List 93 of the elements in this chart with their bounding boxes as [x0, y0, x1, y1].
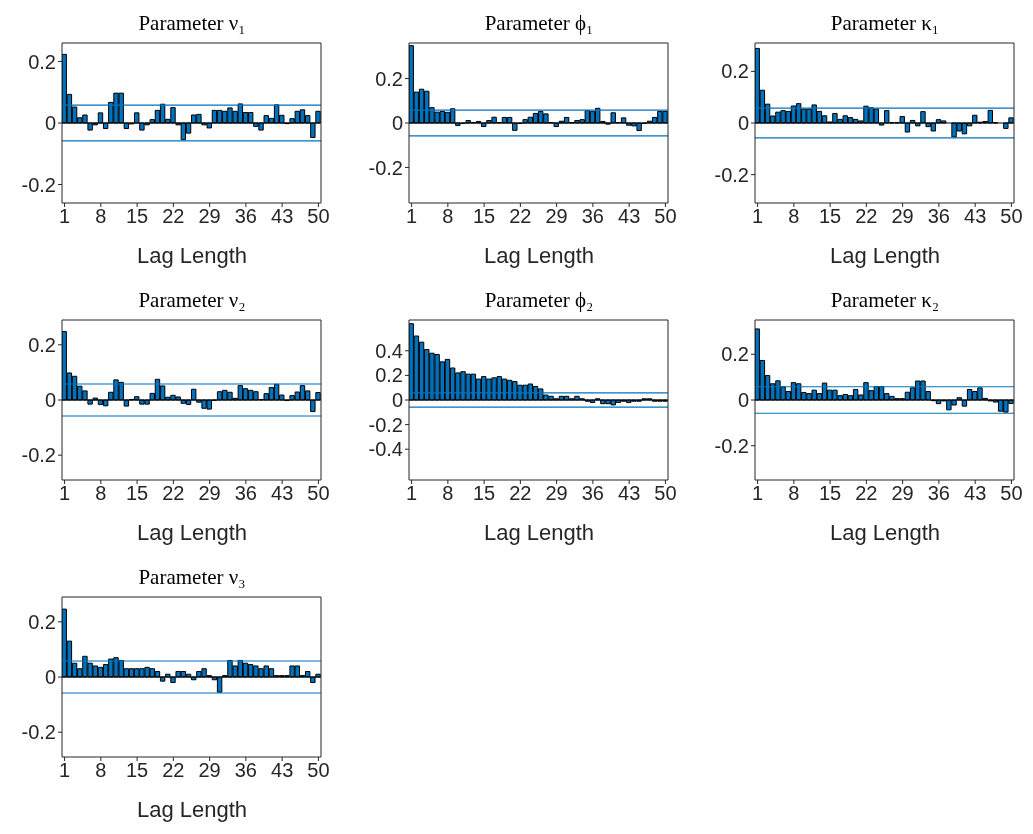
x-tick-label: 1 — [406, 205, 418, 228]
x-axis-title: Lag Length — [482, 242, 596, 269]
x-tick-label: 50 — [307, 205, 330, 228]
y-tick-label: 0 — [44, 666, 56, 689]
x-tick-label: 36 — [234, 482, 258, 505]
y-tick-label: 0 — [391, 389, 403, 412]
y-tick-label: 0.2 — [375, 67, 403, 90]
x-tick-label: 8 — [442, 205, 454, 228]
y-tick-label: -0.2 — [368, 413, 403, 436]
x-tick-label: 15 — [125, 205, 149, 228]
x-tick-label: 43 — [964, 205, 987, 228]
y-tick-label: 0.4 — [375, 339, 403, 362]
y-tick-label: -0.2 — [714, 434, 749, 457]
x-tick-label: 29 — [545, 482, 568, 505]
x-tick-label: 8 — [442, 482, 454, 505]
y-tick-label: 0.2 — [721, 60, 749, 83]
x-tick-label: 29 — [545, 205, 568, 228]
x-axis-title: Lag Length — [135, 796, 249, 823]
x-tick-label: 1 — [752, 205, 764, 228]
y-tick-label: -0.2 — [21, 444, 56, 467]
x-tick-label: 29 — [891, 482, 914, 505]
x-tick-label: 22 — [162, 482, 185, 505]
x-tick-label: 22 — [509, 482, 532, 505]
y-tick-label: 0 — [737, 389, 749, 412]
x-axis-title: Lag Length — [482, 519, 596, 546]
x-tick-label: 8 — [95, 759, 107, 782]
x-axis-title: Lag Length — [828, 519, 942, 546]
x-tick-label: 15 — [125, 759, 149, 782]
x-tick-label: 1 — [752, 482, 764, 505]
x-tick-label: 15 — [472, 205, 496, 228]
y-tick-label: 0 — [391, 112, 403, 135]
x-tick-label: 8 — [95, 205, 107, 228]
x-tick-label: 36 — [234, 205, 258, 228]
x-tick-label: 22 — [162, 205, 185, 228]
x-tick-label: 29 — [891, 205, 914, 228]
x-tick-label: 8 — [95, 482, 107, 505]
x-tick-label: 8 — [788, 205, 800, 228]
y-tick-label: 0.2 — [28, 610, 56, 633]
y-tick-label: -0.2 — [368, 156, 403, 179]
x-tick-label: 50 — [654, 205, 677, 228]
x-tick-label: 50 — [307, 759, 330, 782]
y-tick-label: -0.4 — [368, 438, 403, 461]
x-tick-label: 36 — [581, 482, 605, 505]
x-tick-label: 36 — [581, 205, 605, 228]
x-tick-label: 43 — [964, 482, 987, 505]
x-tick-label: 50 — [1000, 482, 1023, 505]
x-tick-label: 43 — [271, 759, 294, 782]
x-tick-label: 43 — [618, 482, 641, 505]
x-tick-label: 50 — [1000, 205, 1023, 228]
x-tick-label: 1 — [59, 205, 71, 228]
y-tick-label: 0.2 — [375, 364, 403, 387]
x-tick-label: 29 — [198, 205, 221, 228]
y-tick-label: 0.2 — [721, 343, 749, 366]
x-tick-label: 29 — [198, 759, 221, 782]
y-tick-label: 0.2 — [28, 50, 56, 73]
x-tick-label: 22 — [162, 759, 185, 782]
x-axis-title: Lag Length — [828, 242, 942, 269]
y-tick-label: 0 — [44, 112, 56, 135]
x-tick-label: 29 — [198, 482, 221, 505]
y-tick-label: 0.2 — [28, 333, 56, 356]
chart-title: Parameter ν₂ — [137, 287, 247, 314]
x-tick-label: 36 — [234, 759, 258, 782]
x-tick-label: 36 — [927, 482, 951, 505]
y-tick-label: 0 — [737, 112, 749, 135]
chart-title: Parameter ν₃ — [137, 564, 247, 591]
y-tick-label: 0 — [44, 389, 56, 412]
x-tick-label: 15 — [472, 482, 496, 505]
chart-title: Parameter ν₁ — [137, 10, 247, 37]
x-tick-label: 43 — [271, 205, 294, 228]
chart-title: Parameter κ₁ — [829, 10, 941, 37]
x-tick-label: 8 — [788, 482, 800, 505]
chart-title: Parameter κ₂ — [829, 287, 941, 314]
x-tick-label: 22 — [855, 482, 878, 505]
x-tick-label: 15 — [818, 482, 842, 505]
x-tick-label: 15 — [125, 482, 149, 505]
y-tick-label: -0.2 — [21, 721, 56, 744]
x-tick-label: 50 — [307, 482, 330, 505]
x-tick-label: 15 — [818, 205, 842, 228]
x-tick-label: 43 — [618, 205, 641, 228]
x-tick-label: 36 — [927, 205, 951, 228]
x-tick-label: 50 — [654, 482, 677, 505]
y-tick-label: -0.2 — [714, 163, 749, 186]
x-tick-label: 1 — [59, 482, 71, 505]
x-axis-title: Lag Length — [135, 519, 249, 546]
x-tick-label: 1 — [59, 759, 71, 782]
x-tick-label: 1 — [406, 482, 418, 505]
chart-title: Parameter ϕ₁ — [483, 10, 595, 37]
y-tick-label: -0.2 — [21, 173, 56, 196]
x-tick-label: 22 — [509, 205, 532, 228]
chart-title: Parameter ϕ₂ — [483, 287, 595, 314]
x-axis-title: Lag Length — [135, 242, 249, 269]
x-tick-label: 43 — [271, 482, 294, 505]
x-tick-label: 22 — [855, 205, 878, 228]
